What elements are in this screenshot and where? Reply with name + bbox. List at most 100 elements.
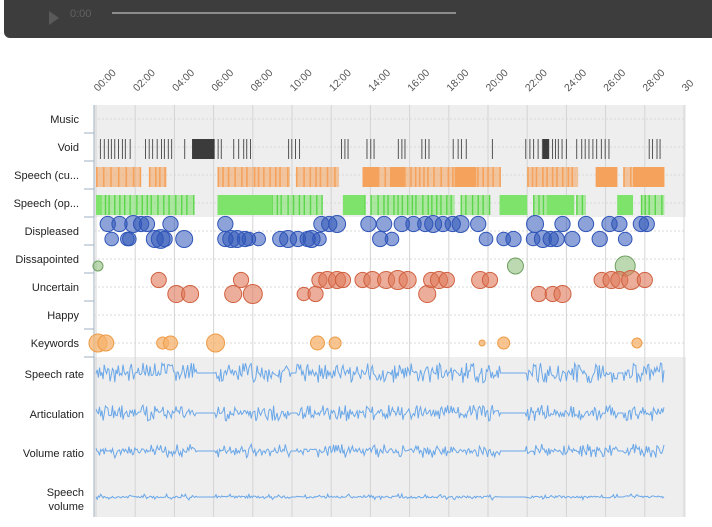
speech-op-mark <box>136 195 138 215</box>
tick-label: 24:00 <box>562 67 589 94</box>
speech-op-mark <box>415 195 417 215</box>
speech-cu-mark <box>377 167 380 187</box>
void-mark <box>457 139 459 159</box>
void-mark <box>107 139 109 159</box>
void-mark <box>552 139 554 159</box>
speech-cu-mark <box>241 167 243 187</box>
displeased-bubble <box>312 231 327 247</box>
speech-op-mark <box>321 195 323 215</box>
speech-op-mark <box>280 195 282 215</box>
uncertain-bubble <box>181 284 200 304</box>
displeased-bubble <box>122 231 137 247</box>
speech-op-solid <box>342 195 365 215</box>
speech-cu-mark <box>447 167 450 187</box>
speech-cu-solid <box>390 167 406 187</box>
speech-cu-mark <box>132 167 135 187</box>
void-mark <box>460 139 462 159</box>
displeased-bubble <box>470 215 487 233</box>
speech-cu-mark <box>96 167 98 187</box>
speech-op-mark <box>370 195 372 215</box>
speech-op-mark <box>407 195 409 215</box>
speech-cu-mark <box>110 167 112 187</box>
uncertain-bubble <box>636 271 653 289</box>
void-mark <box>110 139 112 159</box>
void-mark <box>421 139 423 159</box>
speech-cu-mark <box>423 167 425 187</box>
speech-cu-mark <box>222 167 224 187</box>
row-label-uncertain: Uncertain <box>32 282 79 294</box>
void-block <box>542 139 549 159</box>
void-mark <box>537 139 539 159</box>
row-label-speech-op: Speech (op... <box>14 198 79 210</box>
void-mark <box>160 139 162 159</box>
speech-cu-mark <box>309 167 312 187</box>
speech-cu-mark <box>492 167 494 187</box>
speech-op-mark <box>431 195 433 215</box>
displeased-bubble <box>451 215 470 233</box>
speech-op-mark <box>114 195 116 215</box>
speech-cu-mark <box>159 167 161 187</box>
tick-label: 04:00 <box>170 67 197 94</box>
row-label-keywords: Keywords <box>31 338 80 350</box>
seek-bar[interactable] <box>112 12 456 14</box>
speech-cu-mark <box>531 167 534 187</box>
play-button[interactable] <box>46 10 62 26</box>
void-block <box>192 139 215 159</box>
speech-op-mark <box>377 195 379 215</box>
speech-cu-mark <box>287 167 289 187</box>
keyword-bubble <box>497 336 511 350</box>
speech-cu-solid <box>362 167 379 187</box>
speech-cu-mark <box>556 167 558 187</box>
speech-op-mark <box>181 195 183 215</box>
displeased-bubble <box>104 231 119 247</box>
displeased-bubble <box>328 215 347 233</box>
row-label-dissapointed: Dissapointed <box>15 254 79 266</box>
speech-cu-mark <box>414 167 417 187</box>
void-mark <box>656 139 658 159</box>
speech-cu-mark <box>623 167 625 187</box>
speech-op-mark <box>146 195 148 215</box>
void-mark <box>233 139 235 159</box>
void-mark <box>344 139 346 159</box>
speech-op-mark <box>119 195 121 215</box>
void-mark <box>217 139 219 159</box>
dissapointed-bubble <box>92 260 104 272</box>
speech-op-mark <box>465 195 467 215</box>
tick-label: 26:00 <box>601 67 628 94</box>
speech-cu-mark <box>440 167 442 187</box>
speech-op-solid <box>546 195 575 215</box>
speech-cu-segment <box>295 167 340 187</box>
speech-op-mark <box>654 195 656 215</box>
tracks <box>88 139 665 502</box>
speech-op-mark <box>387 195 389 215</box>
uncertain-bubble <box>438 271 455 289</box>
displeased-bubble <box>548 230 565 248</box>
void-mark <box>103 139 105 159</box>
tick-label: 22:00 <box>523 67 550 94</box>
void-mark <box>576 139 578 159</box>
void-mark <box>171 139 173 159</box>
void-mark <box>121 139 123 159</box>
speech-cu-solid <box>633 167 665 187</box>
uncertain-bubble <box>224 284 243 304</box>
row-labels: Music Void Speech (cu... Speech (op... D… <box>14 114 84 513</box>
void-mark <box>124 139 126 159</box>
speech-op-mark <box>276 195 279 215</box>
tick-label: 28:00 <box>640 67 667 94</box>
uncertain-bubble <box>334 271 352 289</box>
speech-cu-mark <box>551 167 554 187</box>
speech-cu-mark <box>546 167 548 187</box>
void-mark <box>452 139 454 159</box>
volume-ratio-line <box>95 442 665 460</box>
void-mark <box>401 139 403 159</box>
speech-cu-mark <box>217 167 220 187</box>
speech-op-segment <box>460 195 490 215</box>
speech-cu-mark <box>319 167 322 187</box>
speech-cu-mark <box>139 167 142 187</box>
keyword-bubble <box>309 335 325 351</box>
row-label-speech-volume-2: volume <box>49 501 84 513</box>
speech-cu-mark <box>102 167 105 187</box>
void-mark <box>600 139 602 159</box>
speech-op-mark <box>440 195 442 215</box>
void-mark <box>557 139 559 159</box>
